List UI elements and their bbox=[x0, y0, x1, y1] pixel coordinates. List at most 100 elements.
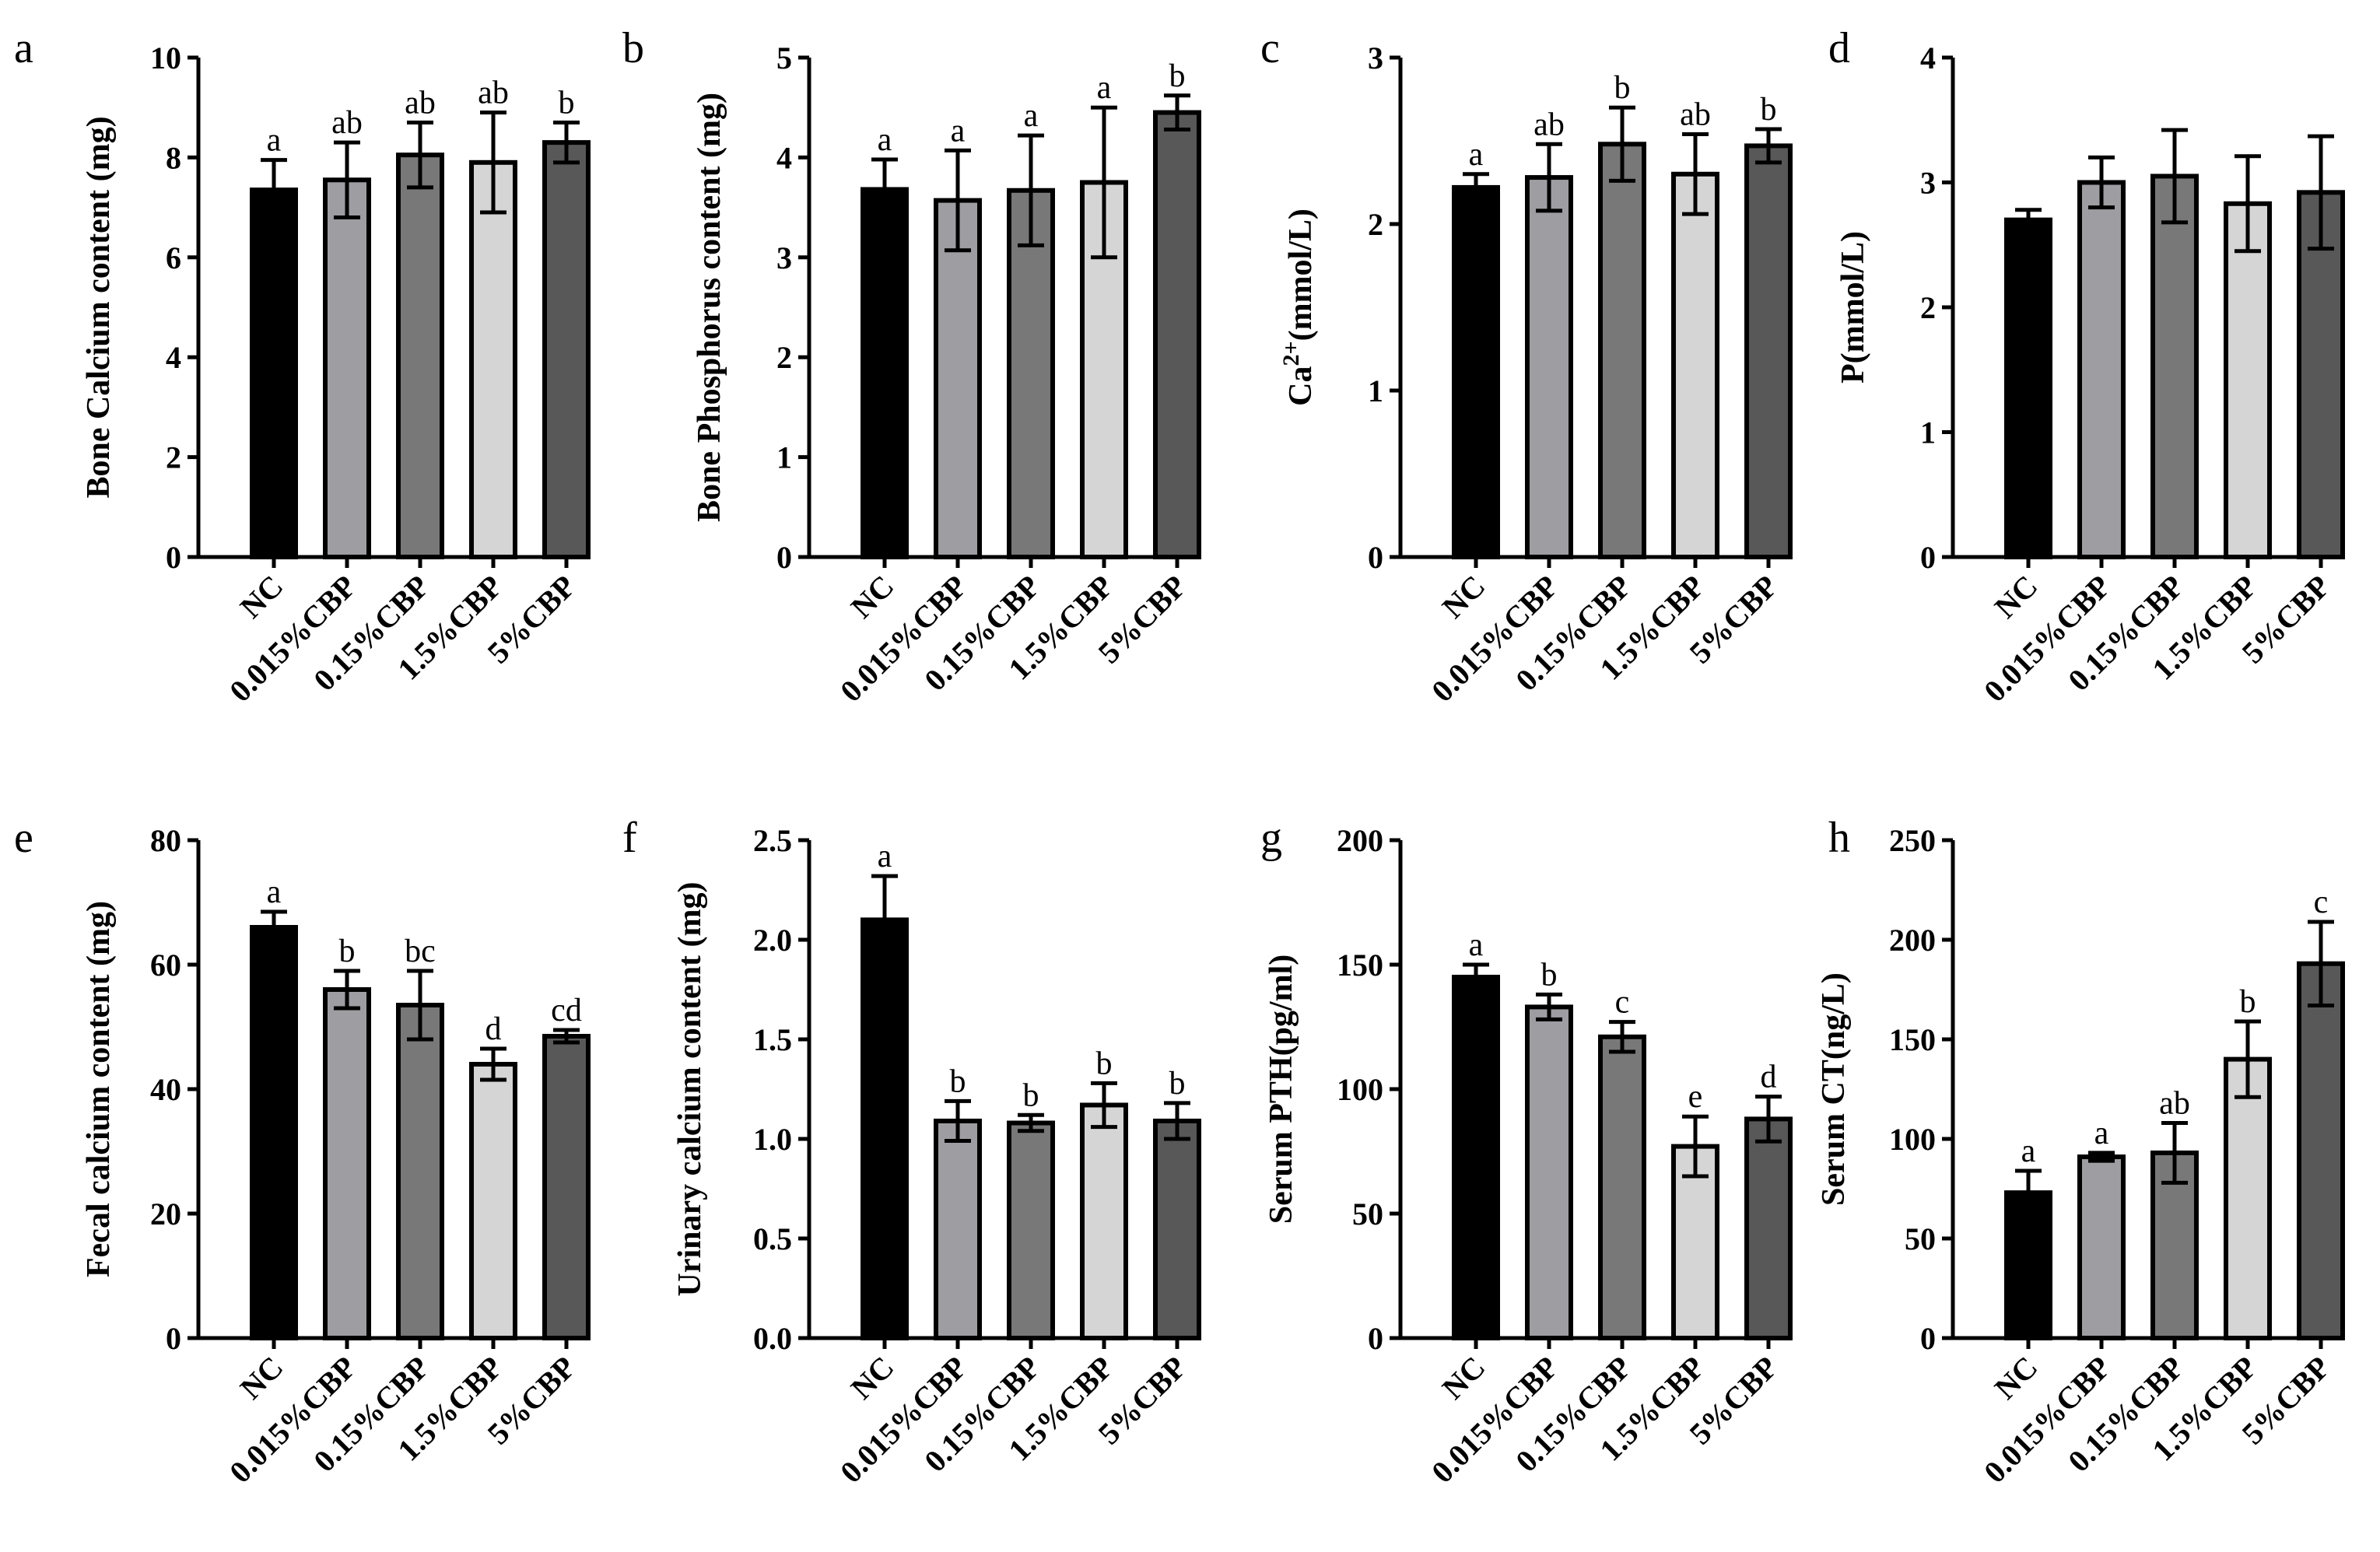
significance-label: e bbox=[1688, 1079, 1703, 1115]
error-bar-e-4 bbox=[480, 1046, 506, 1082]
y-tick-label: 2 bbox=[166, 440, 181, 475]
bar-d-4 bbox=[2224, 201, 2272, 559]
y-tick-label: 80 bbox=[150, 823, 181, 858]
y-tick-label: 0.5 bbox=[753, 1221, 792, 1256]
significance-label: b bbox=[1761, 92, 1777, 128]
bar-e-4 bbox=[469, 1062, 517, 1340]
y-tick-label: 150 bbox=[1889, 1022, 1936, 1057]
significance-label: a bbox=[878, 122, 892, 158]
error-bar-e-2 bbox=[334, 969, 360, 1011]
bar-a-5 bbox=[542, 140, 591, 559]
y-axis-title: Urinary calcium content (mg) bbox=[672, 881, 708, 1296]
bar-e-5 bbox=[542, 1034, 591, 1340]
error-bar-a-5 bbox=[553, 120, 580, 165]
y-tick-label: 1 bbox=[1368, 373, 1383, 408]
bar-a-4 bbox=[469, 159, 517, 559]
significance-label: a bbox=[951, 113, 966, 149]
category-label: NC bbox=[1988, 569, 2045, 625]
y-tick-label: 4 bbox=[776, 140, 792, 175]
y-tick-label: 200 bbox=[1889, 923, 1936, 958]
error-bar-e-5 bbox=[553, 1028, 580, 1045]
bar-f-3 bbox=[1007, 1120, 1055, 1341]
error-bar-f-3 bbox=[1018, 1112, 1044, 1133]
y-tick-label: 0.0 bbox=[753, 1321, 792, 1356]
category-label: NC bbox=[233, 569, 290, 625]
panel-letter: d bbox=[1828, 24, 1850, 72]
y-tick-label: 40 bbox=[150, 1072, 181, 1107]
significance-label: d bbox=[485, 1011, 502, 1047]
panel-letter: c bbox=[1260, 24, 1280, 72]
y-tick-label: 8 bbox=[166, 140, 181, 175]
y-tick-label: 0 bbox=[1368, 1321, 1383, 1356]
error-bar-f-4 bbox=[1091, 1081, 1117, 1130]
y-tick-label: 250 bbox=[1889, 823, 1936, 858]
bar-d-2 bbox=[2077, 180, 2126, 559]
y-tick-label: 150 bbox=[1337, 948, 1383, 983]
axes bbox=[196, 58, 569, 568]
axes bbox=[807, 840, 1179, 1349]
panel-letter: b bbox=[622, 24, 644, 72]
bar-b-2 bbox=[934, 198, 982, 559]
significance-label: b bbox=[1541, 957, 1558, 993]
error-bar-g-3 bbox=[1609, 1020, 1635, 1054]
bar-d-1 bbox=[2004, 217, 2052, 559]
bar-c-4 bbox=[1671, 171, 1719, 560]
y-tick-label: 60 bbox=[150, 948, 181, 983]
significance-label: d bbox=[1761, 1060, 1777, 1095]
error-bar-h-5 bbox=[2308, 920, 2334, 1007]
error-bar-b-1 bbox=[871, 157, 898, 222]
error-bar-c-4 bbox=[1682, 131, 1709, 216]
bar-f-5 bbox=[1153, 1118, 1201, 1340]
bar-b-3 bbox=[1007, 187, 1055, 559]
y-axis-title-prefix: Ca bbox=[1283, 366, 1319, 406]
error-bar-a-3 bbox=[407, 120, 433, 190]
error-bar-a-2 bbox=[334, 140, 360, 219]
error-bar-f-5 bbox=[1164, 1101, 1190, 1141]
y-tick-label: 0 bbox=[1368, 540, 1383, 575]
panel-a: aaNCab0.015%CBPab0.15%CBPab1.5%CBPb5%CBP… bbox=[14, 24, 591, 709]
significance-label: c bbox=[2314, 885, 2329, 920]
significance-label: a bbox=[2094, 1116, 2109, 1151]
significance-label: a bbox=[2021, 1133, 2036, 1169]
significance-label: a bbox=[267, 123, 282, 159]
panel-letter: a bbox=[14, 24, 33, 72]
y-axis-title: Serum CT(ng/L) bbox=[1816, 972, 1852, 1206]
y-axis-title: Bone Calcium content (mg) bbox=[81, 116, 117, 498]
significance-label: c bbox=[1615, 985, 1630, 1021]
error-bar-f-1 bbox=[871, 874, 898, 966]
bar-a-3 bbox=[396, 152, 444, 559]
significance-label: b bbox=[1096, 1046, 1113, 1081]
error-bar-h-3 bbox=[2161, 1121, 2188, 1185]
error-bar-h-1 bbox=[2015, 1168, 2042, 1217]
error-bar-e-3 bbox=[407, 969, 433, 1042]
error-bar-g-2 bbox=[1536, 992, 1562, 1021]
bar-h-4 bbox=[2224, 1056, 2272, 1340]
error-bar-g-4 bbox=[1682, 1114, 1709, 1179]
error-bar-a-1 bbox=[261, 158, 287, 222]
panel-d: dNC0.015%CBP0.15%CBP1.5%CBP5%CBP01234P(m… bbox=[1828, 24, 2345, 709]
significance-label: b bbox=[339, 934, 356, 969]
bar-g-1 bbox=[1452, 975, 1500, 1340]
y-tick-label: 100 bbox=[1889, 1122, 1936, 1157]
bar-c-1 bbox=[1452, 184, 1500, 559]
error-bar-f-2 bbox=[945, 1098, 971, 1144]
error-bar-b-4 bbox=[1091, 105, 1117, 260]
bar-d-3 bbox=[2150, 173, 2199, 559]
y-tick-label: 2 bbox=[776, 340, 792, 375]
significance-label: a bbox=[1469, 927, 1484, 963]
y-tick-label: 0 bbox=[166, 540, 181, 575]
y-axis-title-superscript: 2+ bbox=[1278, 341, 1304, 366]
error-bar-d-3 bbox=[2161, 128, 2188, 225]
panel-letter: f bbox=[622, 814, 637, 862]
y-axis-title: Serum PTH(pg/ml) bbox=[1264, 955, 1299, 1224]
y-tick-label: 200 bbox=[1337, 823, 1383, 858]
significance-label: b bbox=[559, 85, 575, 121]
y-tick-label: 2 bbox=[1368, 207, 1383, 242]
bar-f-1 bbox=[861, 917, 909, 1340]
category-label: NC bbox=[1435, 1350, 1492, 1407]
y-axis-title-suffix: (mmol/L) bbox=[1283, 208, 1319, 341]
y-axis-title: Fecal calcium content (mg) bbox=[81, 901, 117, 1277]
y-tick-label: 4 bbox=[1920, 40, 1936, 75]
significance-label: b bbox=[2240, 984, 2256, 1020]
